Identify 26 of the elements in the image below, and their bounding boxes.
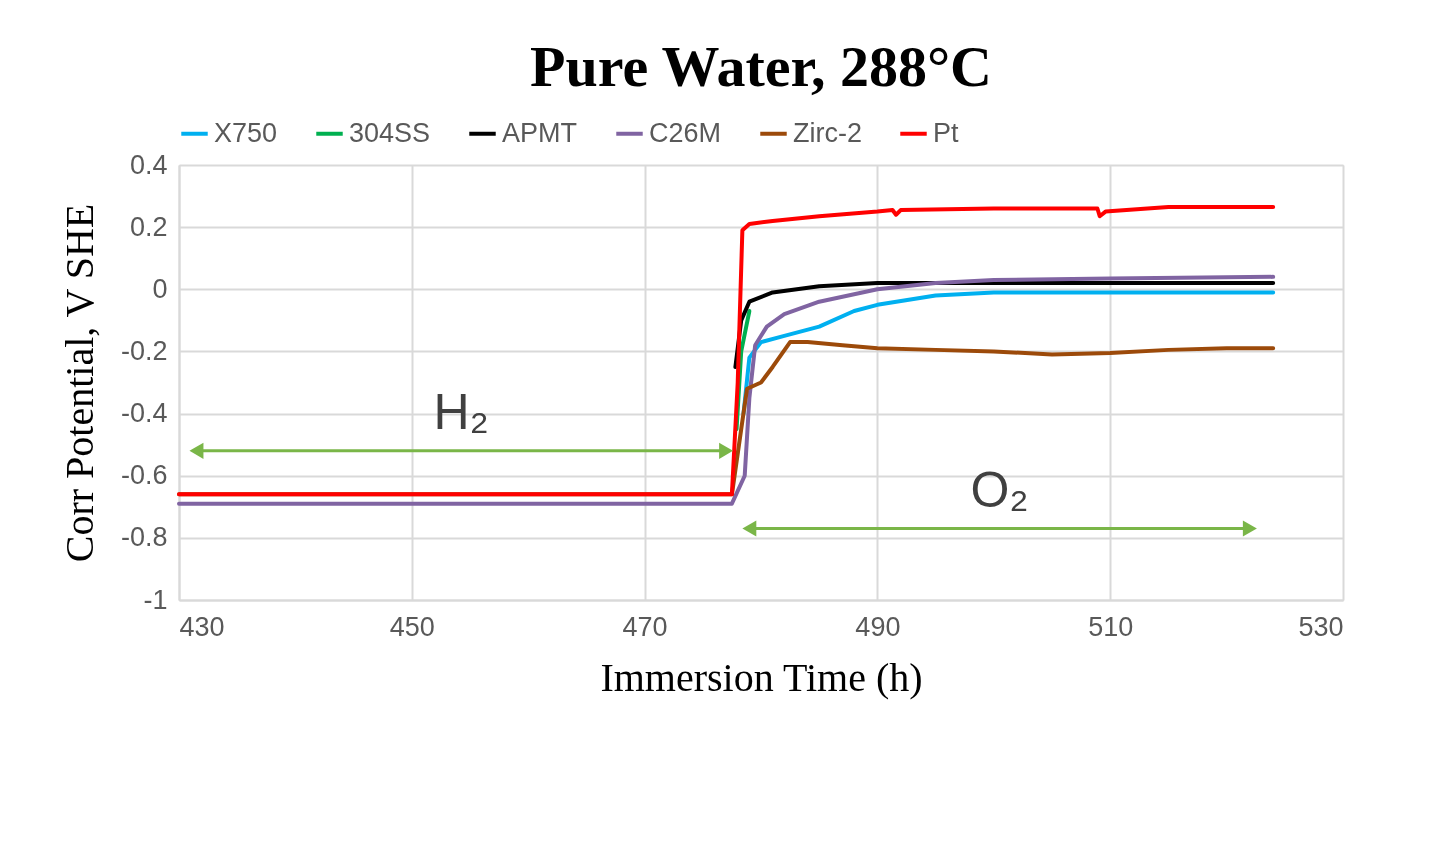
x-tick-label: 490 xyxy=(855,611,901,642)
legend-label: C26M xyxy=(649,117,722,148)
x-tick-label: 530 xyxy=(1298,611,1344,642)
y-tick-label: -1 xyxy=(143,584,168,615)
x-axis-title: Immersion Time (h) xyxy=(600,654,923,700)
annotation: H₂ xyxy=(433,383,490,440)
line-series xyxy=(741,290,1276,416)
legend-label: Zirc-2 xyxy=(793,117,862,148)
y-tick-label: -0.4 xyxy=(120,398,168,429)
y-axis-title: Corr Potential, V SHE xyxy=(56,203,102,563)
x-tick-label: 470 xyxy=(622,611,668,642)
y-tick-label: -0.6 xyxy=(120,460,168,491)
x-tick-label: 430 xyxy=(179,611,225,642)
annotation: O₂ xyxy=(970,461,1029,518)
legend-label: Pt xyxy=(933,117,960,148)
legend-label: APMT xyxy=(502,117,578,148)
x-tick-label: 450 xyxy=(389,611,435,642)
y-tick-label: 0.4 xyxy=(129,149,168,180)
y-tick-label: 0.2 xyxy=(129,211,168,242)
y-tick-label: 0 xyxy=(152,273,168,304)
legend-label: X750 xyxy=(214,117,278,148)
legend-label: 304SS xyxy=(349,117,431,148)
y-tick-label: -0.2 xyxy=(120,335,168,366)
y-tick-label: -0.8 xyxy=(120,522,168,553)
chart-title: Pure Water, 288°C xyxy=(530,34,992,99)
x-tick-label: 510 xyxy=(1088,611,1134,642)
